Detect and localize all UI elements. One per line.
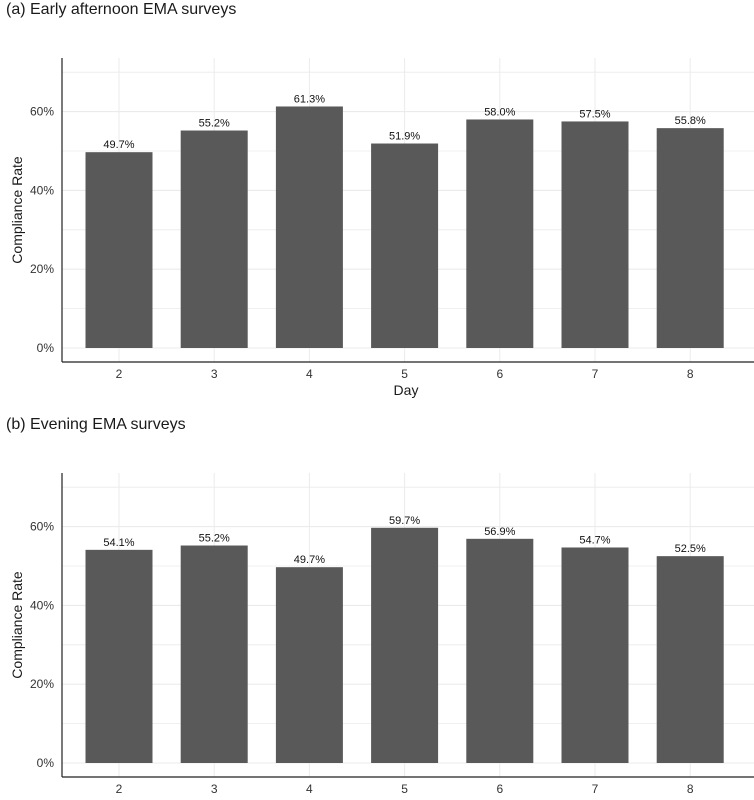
chart-a-bar-day-5 — [371, 143, 439, 348]
chart-a-x-tick-3: 3 — [211, 367, 218, 381]
chart-b-bar-day-7 — [561, 547, 629, 763]
chart-a-x-tick-5: 5 — [401, 367, 408, 381]
chart-a-y-tick-60: 60% — [30, 105, 54, 119]
chart-a-bar-day-8 — [656, 128, 724, 348]
chart-a-bar-label-day-8: 55.8% — [675, 115, 706, 127]
chart-a-y-tick-40: 40% — [30, 183, 54, 197]
chart-a-bar-label-day-3: 55.2% — [199, 118, 230, 130]
chart-a-x-tick-7: 7 — [592, 367, 599, 381]
chart-a-y-tick-0: 0% — [37, 341, 55, 355]
chart-a-y-axis-title: Compliance Rate — [9, 156, 25, 264]
chart-b-y-tick-40: 40% — [30, 598, 54, 612]
chart-a-x-tick-6: 6 — [496, 367, 503, 381]
chart-b-y-axis-title: Compliance Rate — [9, 571, 25, 679]
chart-a-bar-label-day-6: 58.0% — [484, 106, 515, 118]
chart-a-x-tick-4: 4 — [306, 367, 313, 381]
chart-b-bar-label-day-4: 49.7% — [294, 554, 325, 566]
chart-a-bar-label-day-2: 49.7% — [103, 139, 134, 151]
chart-b-bar-day-3 — [180, 545, 248, 763]
chart-b-bar-day-4 — [275, 567, 343, 763]
chart-a-bar-day-6 — [466, 119, 534, 348]
chart-a-bar-day-3 — [180, 130, 248, 348]
chart-b-bar-day-2 — [85, 549, 153, 763]
chart-a-bar-label-day-7: 57.5% — [579, 108, 610, 120]
chart-b-title: (b) Evening EMA surveys — [6, 416, 186, 433]
chart-b-y-tick-20: 20% — [30, 677, 54, 691]
chart-a-bar-day-7 — [561, 121, 629, 348]
chart-b-bar-day-5 — [371, 527, 439, 763]
chart-a-title: (a) Early afternoon EMA surveys — [6, 1, 237, 18]
chart-a-bar-day-4 — [275, 106, 343, 348]
chart-b-bar-label-day-7: 54.7% — [579, 534, 610, 546]
chart-a-x-tick-8: 8 — [687, 367, 694, 381]
chart-b-x-tick-3: 3 — [211, 782, 218, 796]
chart-a-bar-label-day-4: 61.3% — [294, 93, 325, 105]
chart-b-bar-label-day-3: 55.2% — [199, 533, 230, 545]
chart-b-x-tick-4: 4 — [306, 782, 313, 796]
chart-a-bar-day-2 — [85, 152, 153, 348]
chart-b-bar-label-day-5: 59.7% — [389, 515, 420, 527]
chart-b-bar-label-day-6: 56.9% — [484, 526, 515, 538]
chart-b-x-tick-7: 7 — [592, 782, 599, 796]
chart-b-x-tick-8: 8 — [687, 782, 694, 796]
chart-a-x-tick-2: 2 — [116, 367, 123, 381]
chart-b-bar-day-8 — [656, 556, 724, 763]
chart-b-x-axis-title: Day — [394, 797, 419, 800]
chart-b-bar-label-day-8: 52.5% — [675, 543, 706, 555]
chart-b-x-tick-5: 5 — [401, 782, 408, 796]
chart-b-x-tick-6: 6 — [496, 782, 503, 796]
chart-a-y-tick-20: 20% — [30, 262, 54, 276]
chart-b-x-tick-2: 2 — [116, 782, 123, 796]
chart-a: 49.7% 2 55.2% 3 61.3% 4 51.9% 5 58.0% 6 57.5% 7 55.8… — [9, 58, 754, 398]
chart-b-bar-day-6 — [466, 538, 534, 763]
chart-b-bar-label-day-2: 54.1% — [103, 537, 134, 549]
chart-a-x-axis-title: Day — [394, 382, 419, 398]
chart-b-y-tick-0: 0% — [37, 756, 55, 770]
chart-a-bar-label-day-5: 51.9% — [389, 131, 420, 143]
chart-b-y-tick-60: 60% — [30, 520, 54, 534]
